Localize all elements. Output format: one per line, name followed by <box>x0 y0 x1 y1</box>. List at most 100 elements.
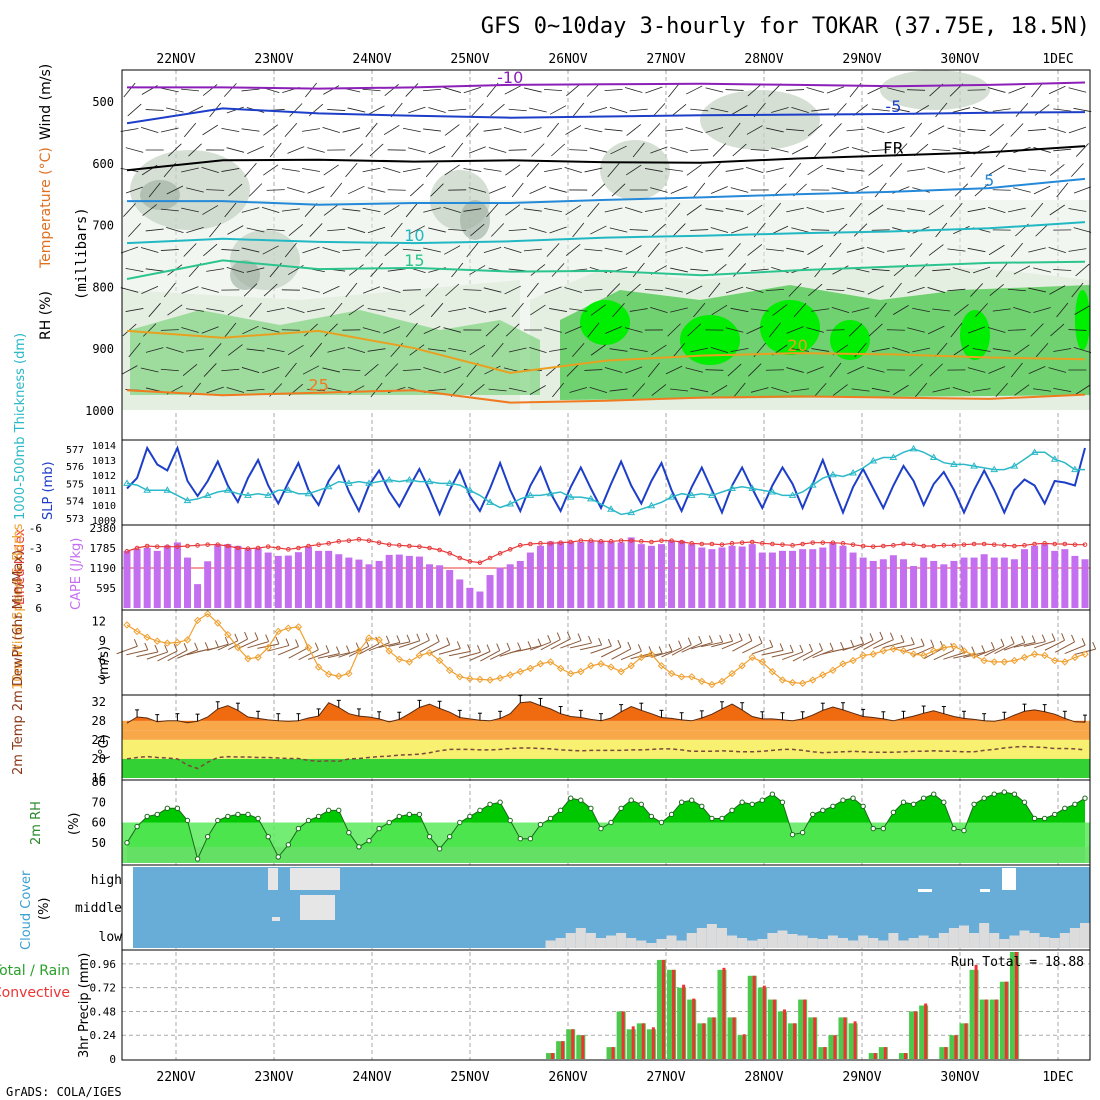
wind-barb-10m <box>771 651 794 658</box>
precip-convective-bar <box>692 998 696 1059</box>
lifted-index-marker <box>154 544 160 549</box>
wind-barb <box>505 164 521 176</box>
wind-barb <box>1073 346 1092 354</box>
wind-barb <box>423 88 442 92</box>
wind-barb <box>629 108 648 112</box>
temperature-side-label: Temperature (°C) <box>38 147 54 269</box>
lifted-index-marker <box>1082 542 1088 547</box>
rh2m-marker <box>124 840 130 846</box>
wind-barb <box>968 326 986 334</box>
wind-barb <box>624 327 643 333</box>
day-label-top: 30NOV <box>940 52 979 67</box>
wind-barb <box>690 347 709 353</box>
wind-barb <box>690 108 709 112</box>
rh2m-marker <box>235 811 241 818</box>
rh2m-marker <box>729 807 735 814</box>
wind-barb <box>384 243 399 257</box>
wind-barb <box>572 102 585 118</box>
wind-barb <box>564 326 582 334</box>
temp-tick: 28 <box>92 714 106 728</box>
wind-barb <box>1075 143 1089 157</box>
precip-total-bar <box>788 1023 798 1059</box>
wind-barb <box>1073 107 1092 113</box>
wind-barb <box>610 145 627 155</box>
wind-barb <box>952 267 971 273</box>
precip-total-bar <box>556 1041 566 1059</box>
wind-barb <box>364 363 379 377</box>
rh2m-marker <box>325 807 332 814</box>
wind-barb <box>362 207 381 213</box>
wind-speed-marker <box>193 616 202 625</box>
wind-barb <box>604 89 623 91</box>
wind-barb <box>1030 202 1044 218</box>
wind-barb <box>587 202 600 218</box>
wind-barb <box>463 86 482 94</box>
precip-convective-bar <box>903 1053 907 1059</box>
wind-barb <box>448 307 467 313</box>
wind-barb <box>806 206 824 214</box>
wind-barb <box>569 308 588 312</box>
wind-barb <box>552 382 565 398</box>
lifted-index-marker <box>981 541 987 547</box>
wind-barb-10m <box>892 643 915 650</box>
cape-bar <box>516 560 524 608</box>
wind-barb <box>927 166 945 174</box>
lifted-index-marker <box>497 551 503 556</box>
wind-barb <box>871 268 890 272</box>
thickness-tick: 577 <box>66 445 84 456</box>
wind-barb <box>348 385 365 395</box>
wind-barb <box>829 242 842 258</box>
wind-barb <box>1053 148 1072 152</box>
wind-barb <box>632 262 645 278</box>
precip-convective-bar <box>722 967 726 1059</box>
cape-bar <box>587 541 595 608</box>
thickness-marker <box>405 475 414 483</box>
thickness-marker <box>566 493 575 500</box>
wind-barb <box>202 124 218 136</box>
thickness-marker <box>647 501 656 509</box>
wind-barb <box>912 307 930 313</box>
wind-barb-10m-feather <box>517 642 522 650</box>
wind-barb <box>160 208 179 212</box>
wind-barb <box>932 387 951 393</box>
wind-barb <box>125 308 144 312</box>
precip-total-bar <box>898 1053 908 1059</box>
rh2m-marker <box>759 797 766 803</box>
wind-barb <box>851 147 870 153</box>
wind-speed-marker <box>577 667 585 676</box>
wind-barb <box>463 289 482 291</box>
cape-bar <box>436 565 444 608</box>
lifted-index-marker <box>507 547 513 552</box>
rh2m-marker <box>618 805 624 812</box>
cape-bar <box>496 567 504 608</box>
rh2m-marker <box>981 795 987 801</box>
wind-barb-10m-feather <box>779 643 784 651</box>
wind-speed-marker <box>486 676 494 684</box>
thickness-marker <box>143 486 152 493</box>
rh2m-marker <box>870 825 876 832</box>
wind-barb <box>120 287 139 293</box>
wind-barb <box>304 323 318 337</box>
cloud-low-bar <box>1029 933 1040 948</box>
wind-barb <box>708 162 721 178</box>
lifted-index-marker <box>275 545 281 551</box>
wind-barb <box>768 202 782 218</box>
lifted-index-marker <box>1062 541 1068 547</box>
wind-barb <box>266 347 285 353</box>
cape-bar <box>153 550 161 608</box>
cape-bar <box>1061 549 1069 608</box>
wind-barb <box>140 367 159 373</box>
wind-barb-10m <box>590 645 612 654</box>
wind-barb-10m <box>146 651 168 660</box>
lifted-index-marker <box>588 538 594 543</box>
precip-tick: 0.24 <box>90 1029 117 1042</box>
day-label-top: 26NOV <box>548 52 587 67</box>
wind-barb <box>833 223 848 237</box>
day-label-bottom: 22NOV <box>156 1070 195 1085</box>
wind-barb <box>892 305 909 315</box>
wind-barb <box>183 243 197 257</box>
wind-barb-10m-feather <box>244 631 249 640</box>
wind-barb <box>121 365 138 375</box>
wind-barb <box>952 147 971 153</box>
wind-barb <box>201 287 219 293</box>
